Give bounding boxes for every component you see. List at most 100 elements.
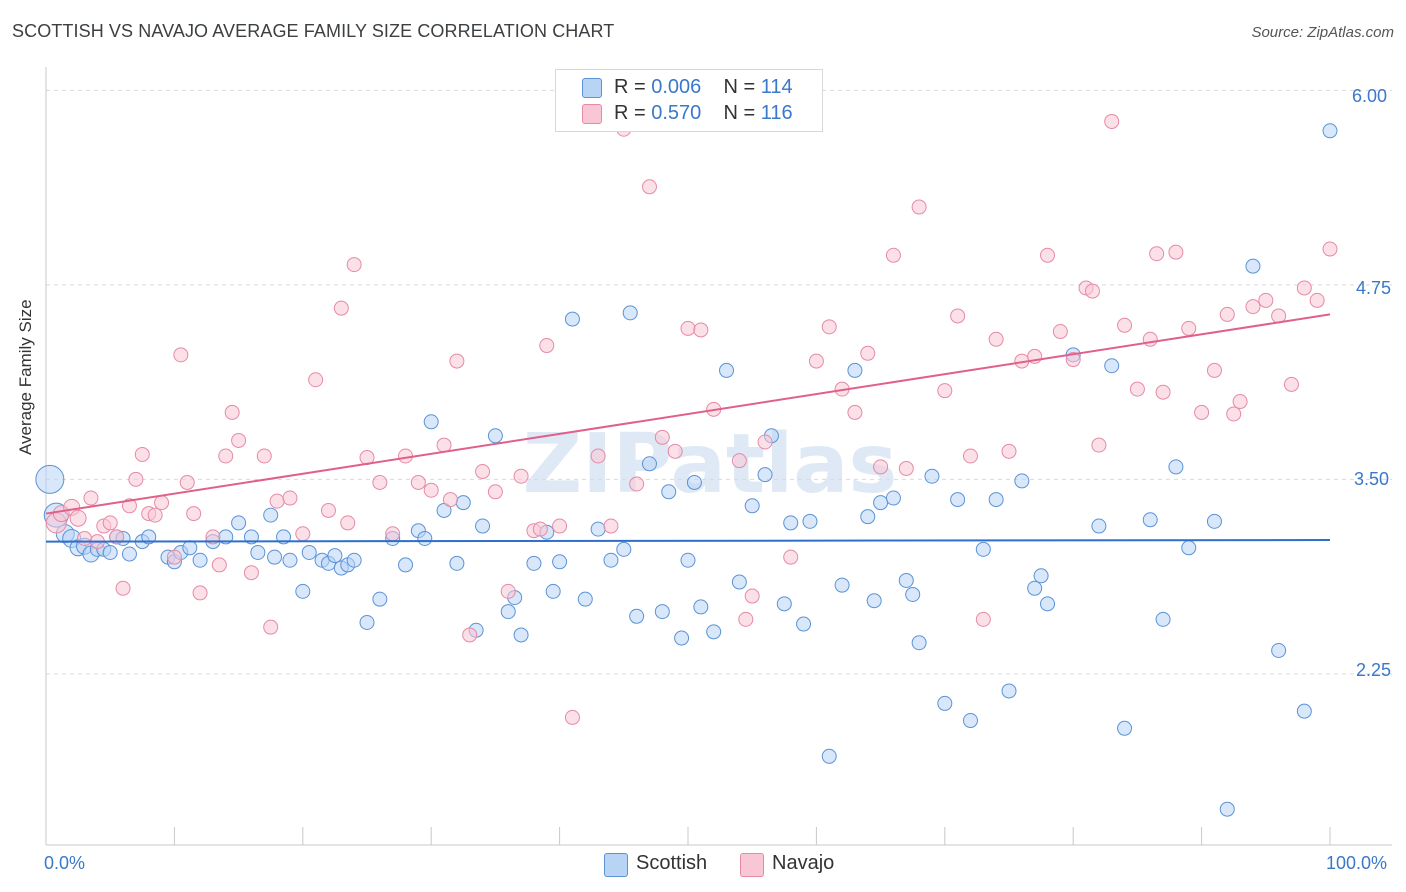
navajo-point: [962, 448, 978, 464]
navajo-point: [885, 247, 901, 263]
navajo-point: [532, 521, 548, 537]
navajo-point: [1091, 437, 1107, 453]
scottish-point: [526, 555, 542, 571]
navajo-point: [731, 453, 747, 469]
navajo-point: [693, 322, 709, 338]
scottish-point: [873, 495, 889, 511]
navajo-point: [385, 526, 401, 542]
navajo-point: [192, 585, 208, 601]
scottish-point: [1322, 123, 1338, 139]
navajo-point: [1065, 352, 1081, 368]
r-label: R =: [614, 76, 646, 98]
scottish-point: [962, 713, 978, 729]
navajo-point: [449, 353, 465, 369]
navajo-point: [134, 446, 150, 462]
scottish-point: [834, 577, 850, 593]
navajo-point: [1245, 299, 1261, 315]
scottish-point: [1245, 258, 1261, 274]
scottish-point: [866, 593, 882, 609]
scottish-point: [622, 305, 638, 321]
scottish-point: [911, 635, 927, 651]
scottish-point: [552, 554, 568, 570]
scottish-point: [629, 608, 645, 624]
scottish-point: [487, 428, 503, 444]
scottish-point: [1117, 720, 1133, 736]
navajo-point: [1001, 443, 1017, 459]
navajo-point: [821, 319, 837, 335]
navajo-point: [552, 518, 568, 534]
navajo-point: [166, 549, 182, 565]
scottish-point: [603, 552, 619, 568]
scottish-point: [937, 695, 953, 711]
navajo-legend-label: Navajo: [772, 852, 835, 874]
scottish-point: [661, 484, 677, 500]
scottish-point: [1091, 518, 1107, 534]
scottish-point: [1181, 540, 1197, 556]
scottish-point: [1001, 683, 1017, 699]
scottish-point: [674, 630, 690, 646]
scottish-point: [924, 468, 940, 484]
scottish-point: [449, 555, 465, 571]
navajo-point: [211, 557, 227, 573]
navajo-point: [1226, 406, 1242, 422]
scottish-swatch: [604, 853, 628, 877]
navajo-point: [654, 429, 670, 445]
navajo-point: [988, 331, 1004, 347]
y-axis-title: Average Family Size: [16, 299, 35, 455]
scottish-point: [719, 362, 735, 378]
y-tick-label: 3.50: [1354, 469, 1390, 489]
scottish-point: [1104, 358, 1120, 374]
scottish-point: [1271, 643, 1287, 658]
navajo-point: [667, 443, 683, 459]
legend-text-navajo: R = 0.570 N = 116: [614, 102, 793, 125]
navajo-point: [847, 404, 863, 420]
navajo-point: [1219, 306, 1235, 322]
navajo-point: [898, 460, 914, 476]
navajo-point: [128, 471, 144, 487]
scottish-swatch: [582, 78, 602, 98]
navajo-point: [513, 468, 529, 484]
scottish-point: [950, 492, 966, 508]
scottish-point: [436, 502, 452, 518]
navajo-point: [179, 474, 195, 490]
navajo-point: [102, 515, 118, 531]
scottish-point: [513, 627, 529, 643]
scottish-trend-line: [45, 539, 1331, 543]
x-axis-min-label: 0.0%: [44, 853, 86, 873]
scottish-point: [545, 583, 561, 599]
navajo-point: [744, 588, 760, 604]
y-tick-label: 6.00: [1352, 86, 1388, 106]
navajo-point: [1117, 317, 1133, 333]
source-label: Source: ZipAtlas.com: [1251, 24, 1394, 41]
n-label: N =: [723, 102, 756, 124]
scottish-point: [121, 546, 137, 562]
navajo-point: [224, 404, 240, 420]
navajo-point: [263, 619, 279, 635]
scottish-point: [1040, 596, 1056, 612]
navajo-point: [256, 448, 272, 464]
navajo-point: [346, 257, 362, 273]
scottish-point: [1033, 568, 1049, 584]
scottish-point: [346, 552, 362, 568]
scottish-point: [616, 541, 632, 557]
navajo-point: [1296, 280, 1312, 296]
navajo-point: [282, 490, 298, 506]
scottish-point: [192, 552, 208, 568]
scottish-point: [1296, 703, 1312, 719]
navajo-point: [475, 464, 491, 480]
scottish-point: [564, 311, 580, 327]
scottish-point: [686, 474, 702, 490]
navajo-point: [436, 437, 452, 453]
y-tick-label: 4.75: [1356, 278, 1392, 298]
navajo-point: [1283, 376, 1299, 392]
scottish-point: [731, 574, 747, 590]
scottish-point: [1168, 459, 1184, 475]
navajo-point: [1155, 384, 1171, 400]
scottish-point: [500, 604, 516, 620]
navajo-point: [410, 474, 426, 490]
navajo-point: [629, 476, 645, 492]
scottish-point: [1155, 611, 1171, 627]
scottish-point: [975, 541, 991, 557]
navajo-point: [1322, 241, 1338, 257]
scottish-point: [282, 552, 298, 568]
